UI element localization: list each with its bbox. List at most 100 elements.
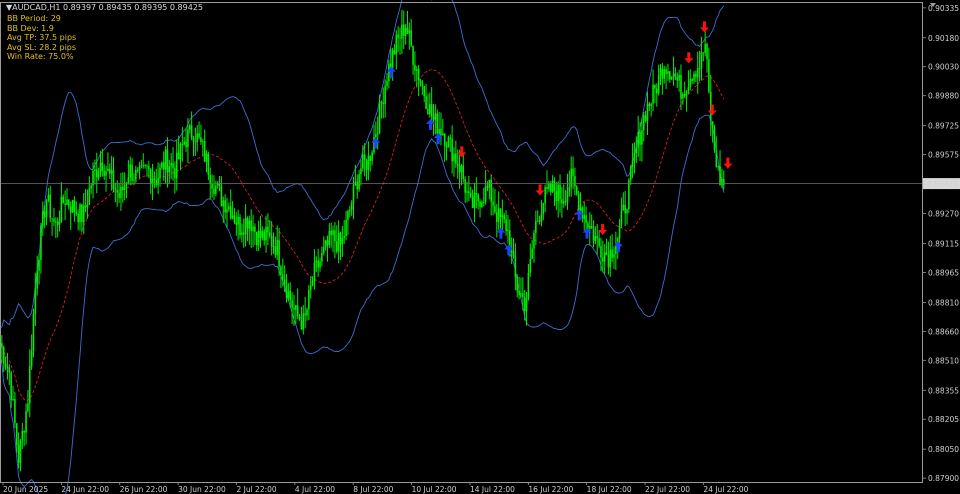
scroll-marker-icon[interactable] [930,3,936,7]
candle-body [30,350,33,366]
candle-body [300,320,303,330]
candle-body [345,219,347,237]
candle-body [121,186,124,190]
candle-body [1,343,3,348]
candle-body [55,221,57,223]
candle-body [108,168,111,174]
candle-body [222,200,225,207]
candle-body [590,225,593,229]
candle-body [531,248,533,260]
candle-body [255,231,258,246]
candle-body [616,238,619,246]
candle-body [131,164,133,181]
middle-band-line [0,69,725,401]
x-tick-label: 10 Jul 22:00 [412,485,457,494]
candle-body [551,180,554,193]
candle-body [172,162,174,169]
candle-body [540,214,543,222]
candle-body [380,102,383,103]
candle-body [348,210,351,212]
y-tick-label: 0.89725 [928,122,959,131]
candle-body [27,403,29,412]
candle-body [663,69,666,79]
candle-body [229,206,232,219]
candle-body [587,223,589,229]
candle-body [572,168,574,176]
candle-body [270,235,273,247]
candle-body [362,154,364,169]
candle-body [510,250,513,253]
candle-body [386,81,388,87]
candle-body [486,186,489,188]
candle-body [676,76,679,81]
candle-body [358,174,360,190]
candle-body [566,190,569,202]
candle-body [542,203,545,215]
candle-body [347,211,349,220]
candle-body [471,196,474,208]
candle-body [646,103,649,121]
candle-body [112,170,115,189]
candle-body [34,288,37,314]
candle-body [81,204,83,223]
candle-body [549,183,552,193]
candle-body [148,166,150,170]
candle-body [525,298,528,312]
candle-body [603,252,606,262]
candle-body [428,104,431,115]
symbol-header: ▼AUDCAD,H1 0.89397 0.89435 0.89395 0.894… [6,3,204,12]
candle-body [423,86,426,97]
candle-body [371,152,373,162]
candle-body [274,246,277,255]
sell-arrow-icon [598,223,608,235]
info-line: Avg TP: 37.5 pips [7,33,77,42]
candle-body [23,430,25,433]
candle-body [257,230,260,246]
candle-body [402,24,405,36]
candle-body [650,103,653,106]
candle-body [713,127,716,150]
candle-body [110,170,113,174]
candle-body [356,181,359,190]
candle-body [164,149,167,170]
candle-body [501,215,504,218]
candle-body [280,266,282,275]
candle-body [393,50,396,55]
candle-body [538,220,541,222]
candle-body [205,153,208,162]
info-line: Avg SL: 28.2 pips [7,42,77,52]
candle-body [667,71,669,74]
candle-body [53,218,55,222]
candle-body [159,167,161,179]
candle-body [708,59,710,92]
candle-body [123,184,126,190]
candle-body [652,84,654,104]
candle-body [468,191,470,194]
candle-body [644,115,647,121]
candle-body [397,34,399,38]
candle-body [90,185,92,189]
candle-body [637,131,639,148]
candle-body [218,182,221,187]
candle-body [466,191,468,193]
candle-body [330,230,332,236]
candle-body [45,200,48,218]
candle-body [335,241,338,252]
candle-body [73,200,76,212]
buy-arrow-icon [386,66,396,78]
candle-body [605,252,608,255]
candle-body [629,166,632,181]
candle-body [47,194,50,201]
candle-body [693,73,695,81]
candle-body [40,225,42,261]
candle-body [557,184,559,202]
candle-body [161,162,163,168]
candle-body [367,155,370,170]
candle-body [475,192,478,195]
candle-body [328,230,331,245]
candle-body [151,178,154,184]
sell-arrow-icon [707,104,717,116]
candle-body [546,187,548,190]
candle-body [306,309,308,316]
